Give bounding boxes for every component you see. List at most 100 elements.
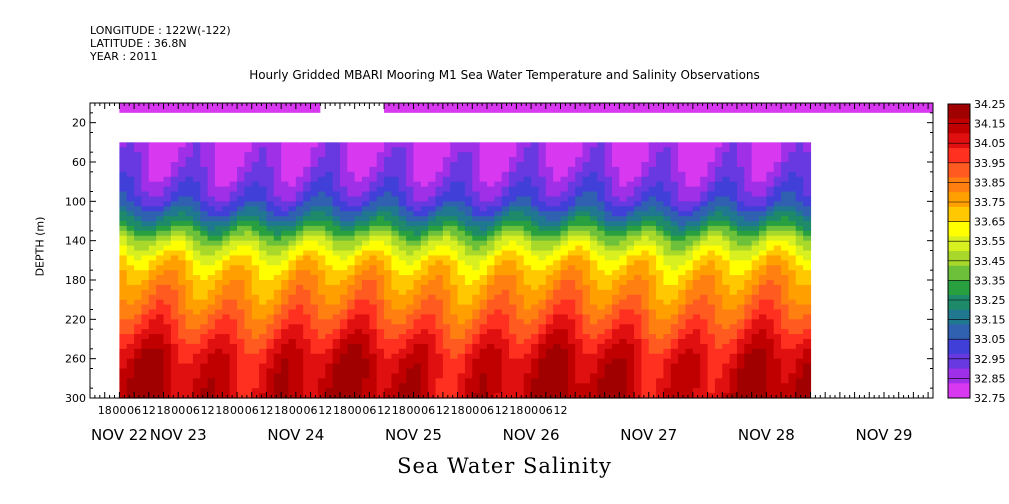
heatmap-cell [722,388,731,394]
heatmap-cell [486,201,495,207]
heatmap-cell [420,329,429,335]
heatmap-cell [214,334,223,340]
heatmap-cell [376,240,385,247]
heatmap-cell [604,235,613,242]
heatmap-cell [391,319,400,325]
heatmap-cell [567,206,576,212]
heatmap-cell [670,309,679,316]
heatmap-cell [178,368,187,375]
heatmap-cell [185,363,194,370]
heatmap-cell [766,334,775,340]
heatmap-cell [795,186,804,193]
heatmap-cell [391,383,400,389]
heatmap-cell [398,221,407,227]
heatmap-cell [200,142,209,148]
heatmap-cell [362,171,370,178]
heatmap-cell [420,270,429,276]
heatmap-cell [192,294,201,301]
heatmap-cell [494,275,503,281]
heatmap-cell [803,152,812,158]
heatmap-cell [457,157,466,163]
heatmap-cell [288,162,297,168]
heatmap-cell [509,206,517,212]
heatmap-cell [523,289,532,296]
heatmap-cell [560,216,569,222]
heatmap-cell [670,211,679,217]
heatmap-cell [141,181,150,188]
heatmap-cell [237,235,245,242]
heatmap-cell [766,319,775,325]
heatmap-cell [604,348,613,355]
heatmap-cell [744,388,753,394]
heatmap-cell [670,363,679,370]
heatmap-cell [170,240,179,247]
heatmap-cell [222,157,231,163]
heatmap-cell [619,270,628,276]
heatmap-cell [795,171,804,178]
heatmap-cell [362,378,370,384]
heatmap-cell [722,280,731,286]
heatmap-cell [457,230,466,237]
heatmap-cell [134,235,143,242]
heatmap-cell [736,176,745,183]
heatmap-cell [685,363,694,370]
heatmap-cell [707,314,716,320]
heatmap-cell [663,152,672,158]
heatmap-cell [509,289,517,296]
heatmap-cell [516,339,525,345]
heatmap-cell [273,166,282,173]
heatmap-cell [751,270,760,276]
heatmap-cell [589,260,598,266]
heatmap-cell [597,221,606,227]
heatmap-cell [472,176,481,183]
heatmap-cell [486,196,495,202]
heatmap-cell [523,235,532,242]
heatmap-cell [192,216,201,222]
heatmap-cell [406,319,415,325]
heatmap-cell [545,343,554,350]
heatmap-cell [722,358,731,365]
heatmap-cell [369,245,378,252]
heatmap-cell [729,250,738,257]
heatmap-cell [788,162,797,168]
heatmap-cell [751,289,760,296]
heatmap-cell [736,294,745,301]
heatmap-cell [273,304,282,311]
heatmap-cell [670,324,679,330]
heatmap-cell [523,255,532,261]
heatmap-cell [545,284,554,291]
heatmap-cell [362,255,370,261]
heatmap-cell [251,275,260,281]
heatmap-cell [685,368,694,375]
heatmap-cell [325,284,334,291]
heatmap-cell [604,181,613,188]
heatmap-cell [413,353,422,360]
heatmap-cell [214,329,223,335]
heatmap-cell [509,235,517,242]
heatmap-cell [398,191,407,198]
heatmap-cell [516,280,525,286]
heatmap-cell [362,206,370,212]
heatmap-cell [803,334,812,340]
heatmap-cell [516,363,525,370]
heatmap-cell [362,176,370,183]
heatmap-cell [509,319,517,325]
heatmap-cell [751,265,760,271]
heatmap-cell [457,348,466,355]
heatmap-cell [759,275,767,281]
heatmap-cell [641,294,650,301]
heatmap-cell [170,383,179,389]
heatmap-cell [178,152,187,158]
heatmap-cell [384,147,393,153]
heatmap-cell [369,373,378,379]
heatmap-cell [663,388,672,394]
heatmap-cell [317,348,326,355]
heatmap-cell [163,221,172,227]
heatmap-cell [464,230,473,237]
heatmap-cell [751,275,760,281]
heatmap-cell [751,358,760,365]
heatmap-cell [736,186,745,193]
heatmap-cell [126,157,135,163]
heatmap-cell [766,363,775,370]
heatmap-cell [582,171,591,178]
